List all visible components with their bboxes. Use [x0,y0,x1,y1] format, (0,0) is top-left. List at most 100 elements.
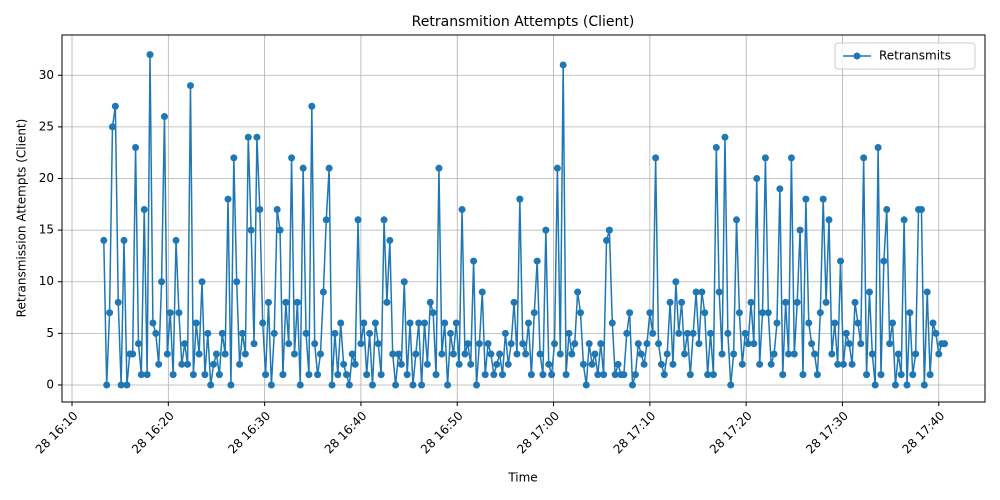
data-point [299,164,307,172]
data-point [513,350,521,358]
data-point [478,288,486,296]
data-point [845,340,853,348]
data-point [435,164,443,172]
data-point [591,350,599,358]
data-point [438,350,446,358]
data-point [897,371,905,379]
x-tick-label: 28 16:50 [418,409,466,457]
data-point [839,360,847,368]
data-point [415,319,423,327]
data-point [117,381,125,389]
data-point [718,350,726,358]
data-point [316,350,324,358]
data-point [678,298,686,306]
data-point [103,381,111,389]
data-point [548,371,556,379]
data-point [279,371,287,379]
data-point [579,360,587,368]
data-point [611,371,619,379]
data-point [507,340,515,348]
data-point [204,329,212,337]
data-point [666,298,674,306]
data-point [756,360,764,368]
data-point [909,371,917,379]
data-point [588,360,596,368]
data-point [770,350,778,358]
data-point [400,278,408,286]
data-point [828,350,836,358]
data-point [779,371,787,379]
data-point [444,381,452,389]
data-point [166,309,174,317]
data-point [293,298,301,306]
data-point [796,226,804,234]
y-tick-label: 5 [46,326,54,340]
series-line [103,54,945,386]
y-tick-label: 0 [46,377,54,391]
y-tick-label: 15 [39,223,54,237]
data-point [683,329,691,337]
x-tick-label: 28 17:10 [611,409,659,457]
data-point [380,216,388,224]
data-point [790,350,798,358]
data-point [649,329,657,337]
data-point [871,381,879,389]
data-point [487,350,495,358]
data-point [657,360,665,368]
data-point [504,360,512,368]
data-point [331,329,339,337]
data-point [172,236,180,244]
data-point [227,381,235,389]
data-point [842,329,850,337]
data-point [184,360,192,368]
data-point [490,371,498,379]
data-point [418,381,426,389]
y-tick-label: 20 [39,171,54,185]
data-point [308,102,316,110]
data-point [516,195,524,203]
data-point [782,298,790,306]
x-tick-label: 28 17:40 [900,409,948,457]
data-point [470,257,478,265]
data-point [267,381,275,389]
data-point [689,329,697,337]
data-point [553,164,561,172]
x-tick-label: 28 16:40 [322,409,370,457]
data-point [727,381,735,389]
data-point [923,288,931,296]
data-point [865,288,873,296]
data-point [773,319,781,327]
data-point [282,298,290,306]
data-point [695,340,703,348]
data-point [288,154,296,162]
data-point [409,381,417,389]
data-point [163,350,171,358]
data-point [880,257,888,265]
data-point [542,226,550,234]
data-point [747,298,755,306]
data-point [741,329,749,337]
data-point [597,340,605,348]
data-point [536,350,544,358]
data-point [556,350,564,358]
data-point [652,154,660,162]
data-point [371,319,379,327]
data-point [169,371,177,379]
data-point [146,51,154,59]
data-point [351,360,359,368]
data-point [137,371,145,379]
data-point [426,298,434,306]
data-point [721,133,729,141]
data-point [857,340,865,348]
data-point [603,236,611,244]
data-point [276,226,284,234]
data-point [406,319,414,327]
data-point [608,319,616,327]
data-point [314,371,322,379]
data-point [883,205,891,213]
data-point [672,278,680,286]
data-point [493,360,501,368]
data-point [834,360,842,368]
data-point [761,154,769,162]
data-point [600,371,608,379]
